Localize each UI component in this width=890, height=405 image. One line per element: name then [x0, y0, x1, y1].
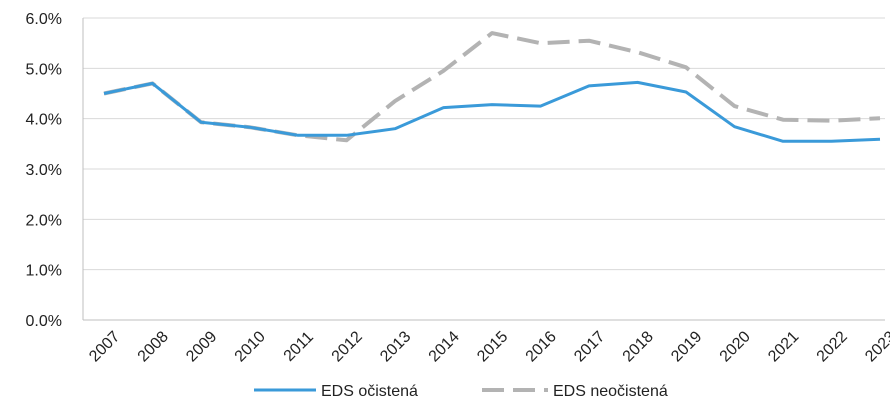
x-tick-label: 2008: [135, 328, 172, 365]
y-axis-tick-labels: 0.0% 1.0% 2.0% 3.0% 4.0% 5.0% 6.0%: [26, 11, 62, 330]
series-line-0: [103, 80, 881, 143]
x-tick-label: 2013: [377, 328, 414, 365]
y-tick-label: 5.0%: [26, 61, 62, 78]
y-tick-label: 0.0%: [26, 313, 62, 330]
x-tick-label: 2015: [474, 328, 511, 365]
x-axis-tick-labels: 2007 2008 2009 2010 2011 2012 2013 2014 2015 2016…: [86, 328, 890, 365]
x-tick-label: 2014: [426, 328, 463, 365]
x-tick-label: 2022: [814, 328, 851, 365]
legend-label-eds-neocistena: EDS neočistená: [553, 383, 668, 400]
x-tick-label: 2011: [281, 329, 317, 365]
series-lines: [103, 31, 881, 143]
gridlines: [83, 17, 885, 321]
x-tick-label: 2019: [668, 328, 705, 365]
x-tick-label: 2020: [717, 328, 754, 365]
x-tick-label: 2017: [571, 328, 608, 365]
x-tick-label: 2016: [523, 328, 560, 365]
x-tick-label: 2021: [765, 328, 802, 365]
y-tick-label: 6.0%: [26, 11, 62, 28]
x-tick-label: 2018: [620, 328, 657, 365]
axes: [82, 18, 885, 321]
legend: EDS očistená EDS neočistená: [254, 383, 668, 400]
y-tick-label: 2.0%: [26, 212, 62, 229]
y-tick-label: 1.0%: [26, 263, 62, 280]
x-tick-label: 2010: [232, 328, 269, 365]
y-tick-label: 4.0%: [26, 112, 62, 129]
y-tick-label: 3.0%: [26, 162, 62, 179]
x-tick-label: 2023: [862, 328, 890, 365]
legend-label-eds-ocistena: EDS očistená: [321, 383, 418, 400]
x-tick-label: 2007: [86, 328, 123, 365]
x-tick-label: 2009: [183, 328, 220, 365]
x-tick-label: 2012: [329, 328, 366, 365]
